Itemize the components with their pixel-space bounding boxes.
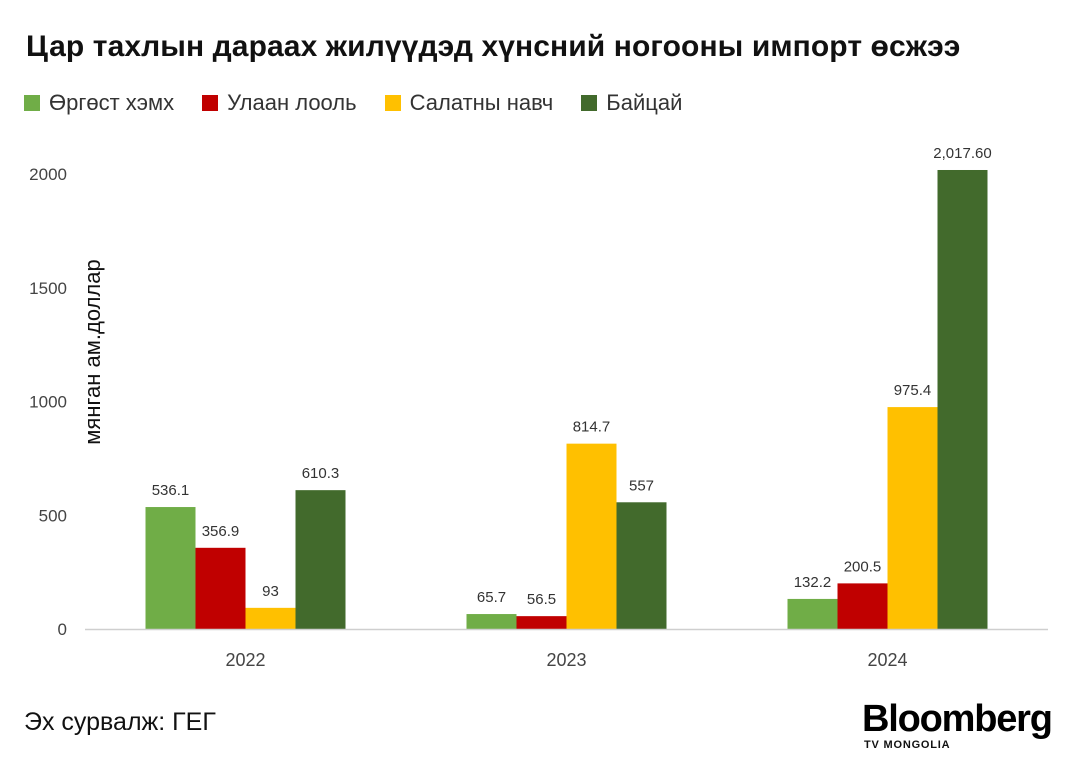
logo-subtitle: TV MONGOLIA xyxy=(864,739,951,751)
y-tick-label: 0 xyxy=(58,620,67,639)
legend-swatch xyxy=(384,95,401,111)
x-tick-label: 2024 xyxy=(867,650,907,670)
bar xyxy=(295,490,346,629)
legend-swatch xyxy=(24,95,40,111)
bar xyxy=(516,616,567,629)
y-tick-label: 1500 xyxy=(29,279,67,298)
y-axis-title: мянган ам.доллар xyxy=(80,259,105,444)
bar xyxy=(245,607,296,629)
bar xyxy=(787,598,838,629)
bar-chart: 0 500 1000 1500 2000 мянган ам.доллар 536.1 356… xyxy=(29,145,1048,670)
legend-swatch xyxy=(581,95,598,111)
data-label: 975.4 xyxy=(894,382,932,399)
x-tick-label: 2023 xyxy=(546,650,586,670)
legend-item: Байцай xyxy=(581,90,682,116)
bar xyxy=(145,507,196,629)
legend-swatch xyxy=(202,95,219,111)
bar xyxy=(937,169,988,629)
bar xyxy=(616,502,667,629)
bar xyxy=(837,583,888,629)
data-label: 132.2 xyxy=(794,574,832,591)
source-note: Эх сурвалж: ГЕГ xyxy=(24,708,216,736)
legend: Өргөст хэмх Улаан лооль Салатны навч Байцай xyxy=(24,88,710,118)
data-label: 93 xyxy=(262,583,279,600)
legend-label: Байцай xyxy=(606,90,683,115)
bar xyxy=(887,407,938,629)
data-label: 2,017.60 xyxy=(933,145,991,162)
chart-title: Цар тахлын дараах жилүүдэд хүнсний ногоо… xyxy=(26,30,961,63)
logo-wordmark: Bloomberg xyxy=(862,698,1053,740)
bar xyxy=(566,443,617,629)
data-label: 200.5 xyxy=(844,558,882,575)
bar xyxy=(466,614,517,629)
legend-item: Өргөст хэмх xyxy=(24,90,174,116)
data-label: 56.5 xyxy=(527,591,556,608)
data-label: 557 xyxy=(629,477,654,494)
data-label: 536.1 xyxy=(152,482,190,499)
data-label: 356.9 xyxy=(202,523,240,540)
data-label: 814.7 xyxy=(573,419,611,436)
data-label: 65.7 xyxy=(477,589,506,606)
y-tick-label: 2000 xyxy=(29,165,67,184)
bloomberg-logo: Bloomberg TV MONGOLIA xyxy=(862,698,1053,751)
legend-item: Салатны навч xyxy=(384,90,554,116)
legend-item: Улаан лооль xyxy=(202,90,357,116)
bar xyxy=(195,547,246,629)
x-tick-label: 2022 xyxy=(225,650,265,670)
y-tick-label: 1000 xyxy=(29,393,67,412)
legend-label: Салатны навч xyxy=(409,90,554,115)
legend-label: Өргөст хэмх xyxy=(49,90,175,115)
data-label: 610.3 xyxy=(302,465,340,482)
legend-label: Улаан лооль xyxy=(227,90,357,115)
y-tick-label: 500 xyxy=(39,506,67,525)
